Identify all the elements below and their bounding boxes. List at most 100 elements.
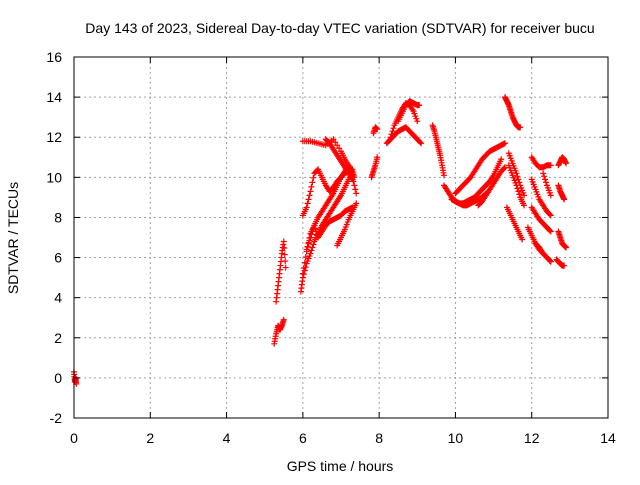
data-point xyxy=(304,200,311,207)
x-tick-label: 4 xyxy=(223,430,231,446)
data-point xyxy=(389,128,396,135)
data-points xyxy=(71,94,570,387)
data-point xyxy=(521,192,528,199)
data-point xyxy=(390,125,397,132)
data-point xyxy=(353,200,360,207)
data-point xyxy=(309,179,316,186)
data-point xyxy=(516,191,523,198)
data-point xyxy=(561,262,568,269)
data-point xyxy=(305,196,312,203)
data-point xyxy=(374,126,381,133)
data-point xyxy=(282,264,289,271)
axis-ticks xyxy=(73,56,609,419)
data-point xyxy=(521,202,528,209)
data-point xyxy=(310,174,317,181)
data-point xyxy=(540,170,547,177)
data-point xyxy=(541,173,548,180)
y-axis-label: SDTVAR / TECUs xyxy=(5,182,21,294)
data-point xyxy=(388,131,395,138)
data-point xyxy=(299,270,306,277)
data-point xyxy=(513,182,520,189)
data-point xyxy=(514,185,521,192)
data-point xyxy=(353,190,360,197)
x-tick-label: 2 xyxy=(146,430,154,446)
data-point xyxy=(306,192,313,199)
data-point xyxy=(281,251,288,258)
data-point xyxy=(418,140,425,147)
data-point xyxy=(515,176,522,183)
data-point xyxy=(546,257,553,264)
data-point xyxy=(309,228,316,235)
y-tick-label: 2 xyxy=(54,330,62,346)
y-tick-label: 14 xyxy=(46,89,62,105)
data-point xyxy=(307,234,314,241)
data-point xyxy=(414,118,421,125)
data-point xyxy=(542,176,549,183)
data-point xyxy=(501,165,508,172)
data-point xyxy=(330,136,337,143)
data-point xyxy=(307,188,314,195)
data-point xyxy=(349,176,356,183)
data-point xyxy=(417,139,424,146)
data-point xyxy=(416,102,423,109)
y-tick-label: -2 xyxy=(50,410,63,426)
data-point xyxy=(546,211,553,218)
data-point xyxy=(352,186,359,193)
data-point xyxy=(546,227,553,234)
data-point xyxy=(502,140,509,147)
data-point xyxy=(301,259,308,266)
data-point xyxy=(302,254,309,261)
data-point xyxy=(282,258,289,265)
data-point xyxy=(280,316,287,323)
data-point xyxy=(310,241,317,248)
data-point xyxy=(561,196,568,203)
x-tick-label: 14 xyxy=(600,430,616,446)
data-point xyxy=(547,258,554,265)
data-point xyxy=(308,183,315,190)
data-point xyxy=(280,238,287,245)
data-point xyxy=(303,246,310,253)
data-point xyxy=(304,243,311,250)
y-tick-label: 0 xyxy=(54,370,62,386)
data-point xyxy=(563,160,570,167)
data-point xyxy=(563,244,570,251)
x-tick-label: 6 xyxy=(299,430,307,446)
data-point xyxy=(543,179,550,186)
data-point xyxy=(519,236,526,243)
data-point xyxy=(498,156,505,163)
data-point xyxy=(387,134,394,141)
data-point xyxy=(300,265,307,272)
y-tick-label: 4 xyxy=(54,290,62,306)
y-tick-label: 12 xyxy=(46,129,62,145)
data-point xyxy=(336,145,343,152)
data-point xyxy=(306,237,313,244)
data-point xyxy=(281,245,288,252)
data-point xyxy=(440,172,447,179)
y-tick-label: 6 xyxy=(54,250,62,266)
data-point xyxy=(547,212,554,219)
x-tick-label: 0 xyxy=(70,430,78,446)
data-point xyxy=(307,250,314,257)
data-point xyxy=(547,192,554,199)
tick-labels: 0 2 4 6 8 10 12 14 -2 0 2 4 6 8 10 12 14 16 xyxy=(46,49,616,446)
y-tick-label: 10 xyxy=(46,169,62,185)
data-point xyxy=(303,204,310,211)
data-point xyxy=(310,225,317,232)
chart-title: Day 143 of 2023, Sidereal Day-to-day VTE… xyxy=(85,20,594,36)
data-point xyxy=(308,247,315,254)
data-point xyxy=(547,228,554,235)
data-point xyxy=(351,182,358,189)
y-tick-label: 16 xyxy=(46,49,62,65)
plot-frame xyxy=(73,56,609,419)
data-point xyxy=(514,173,521,180)
y-tick-label: 8 xyxy=(54,209,62,225)
data-point xyxy=(334,142,341,149)
data-point xyxy=(547,162,554,169)
x-axis-label: GPS time / hours xyxy=(287,458,394,474)
data-point xyxy=(332,139,339,146)
data-point xyxy=(515,188,522,195)
data-point xyxy=(305,240,312,247)
x-tick-label: 12 xyxy=(524,430,540,446)
